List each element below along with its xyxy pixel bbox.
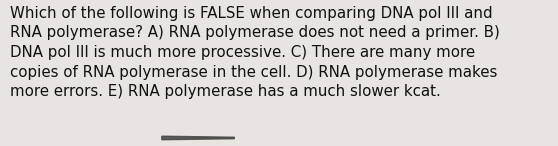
Polygon shape xyxy=(162,136,234,140)
Text: Which of the following is FALSE when comparing DNA pol III and
RNA polymerase? A: Which of the following is FALSE when com… xyxy=(10,6,500,99)
